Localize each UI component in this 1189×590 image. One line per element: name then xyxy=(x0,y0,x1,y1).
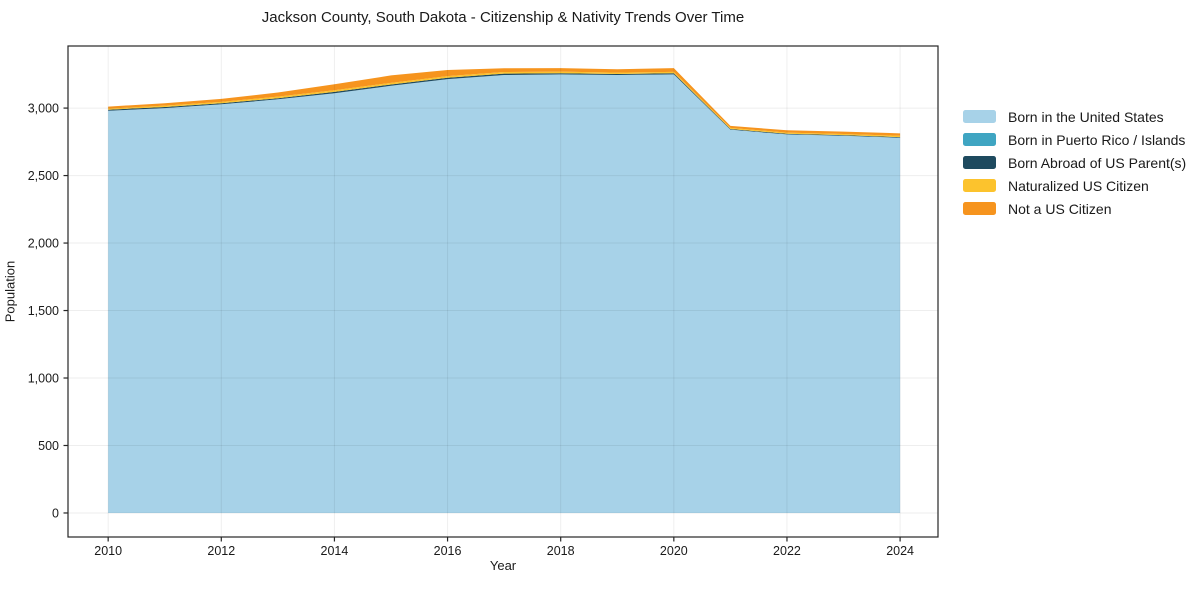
plot-border xyxy=(67,45,939,538)
legend-item: Born Abroad of US Parent(s) xyxy=(963,154,1187,171)
legend-label: Not a US Citizen xyxy=(1008,200,1112,217)
y-tick-label: 3,000 xyxy=(28,102,59,116)
x-tick-label: 2024 xyxy=(886,544,914,558)
legend-label: Naturalized US Citizen xyxy=(1008,177,1149,194)
x-tick-label: 2020 xyxy=(660,544,688,558)
x-tick-label: 2016 xyxy=(434,544,462,558)
x-tick-label: 2014 xyxy=(321,544,349,558)
x-tick-label: 2010 xyxy=(94,544,122,558)
legend-item: Born in Puerto Rico / Islands xyxy=(963,131,1186,148)
legend-label: Born in Puerto Rico / Islands xyxy=(1008,131,1186,148)
legend-item: Not a US Citizen xyxy=(963,200,1186,217)
legend-swatch-born-us xyxy=(963,110,996,123)
y-tick-label: 2,000 xyxy=(28,237,59,251)
y-tick-label: 1,500 xyxy=(28,304,59,318)
legend-item: Naturalized US Citizen xyxy=(963,177,1186,194)
legend-label: Born Abroad of US Parent(s) xyxy=(1008,154,1187,171)
legend-label: Born in the United States xyxy=(1008,108,1164,125)
chart-title: Jackson County, South Dakota - Citizensh… xyxy=(261,9,745,26)
x-tick-label: 2022 xyxy=(773,544,801,558)
x-tick-label: 2012 xyxy=(207,544,235,558)
legend: Born in the United States Born in Puerto… xyxy=(963,108,1187,225)
legend-swatch-naturalized xyxy=(963,179,996,192)
y-tick-label: 2,500 xyxy=(28,169,59,183)
area-born-in-the-united-states xyxy=(108,74,901,513)
x-tick-label: 2018 xyxy=(547,544,575,558)
legend-swatch-born-abroad xyxy=(963,156,996,169)
y-tick-label: 0 xyxy=(52,506,59,520)
legend-swatch-not-citizen xyxy=(963,202,996,215)
y-tick-label: 500 xyxy=(38,439,59,453)
legend-item: Born in the United States xyxy=(963,108,1186,125)
legend-swatch-puerto-rico xyxy=(963,133,996,146)
y-tick-label: 1,000 xyxy=(28,372,59,386)
x-axis-label: Year xyxy=(489,558,517,573)
